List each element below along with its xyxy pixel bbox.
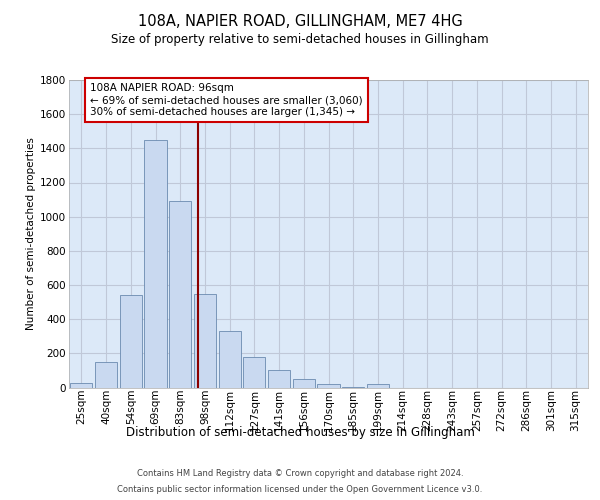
Bar [95, 362, 117, 388]
Bar [367, 384, 389, 388]
Bar [145, 140, 167, 388]
Bar [119, 295, 142, 388]
Bar [293, 379, 315, 388]
Text: Distribution of semi-detached houses by size in Gillingham: Distribution of semi-detached houses by … [125, 426, 475, 439]
Text: 108A, NAPIER ROAD, GILLINGHAM, ME7 4HG: 108A, NAPIER ROAD, GILLINGHAM, ME7 4HG [137, 14, 463, 29]
Text: 108A NAPIER ROAD: 96sqm
← 69% of semi-detached houses are smaller (3,060)
30% of: 108A NAPIER ROAD: 96sqm ← 69% of semi-de… [90, 84, 362, 116]
Y-axis label: Number of semi-detached properties: Number of semi-detached properties [26, 138, 36, 330]
Bar [268, 370, 290, 388]
Bar [169, 202, 191, 388]
Text: Contains public sector information licensed under the Open Government Licence v3: Contains public sector information licen… [118, 484, 482, 494]
Bar [243, 357, 265, 388]
Bar [218, 331, 241, 388]
Text: Size of property relative to semi-detached houses in Gillingham: Size of property relative to semi-detach… [111, 32, 489, 46]
Bar [70, 383, 92, 388]
Bar [342, 386, 364, 388]
Bar [317, 384, 340, 388]
Text: Contains HM Land Registry data © Crown copyright and database right 2024.: Contains HM Land Registry data © Crown c… [137, 470, 463, 478]
Bar [194, 294, 216, 388]
